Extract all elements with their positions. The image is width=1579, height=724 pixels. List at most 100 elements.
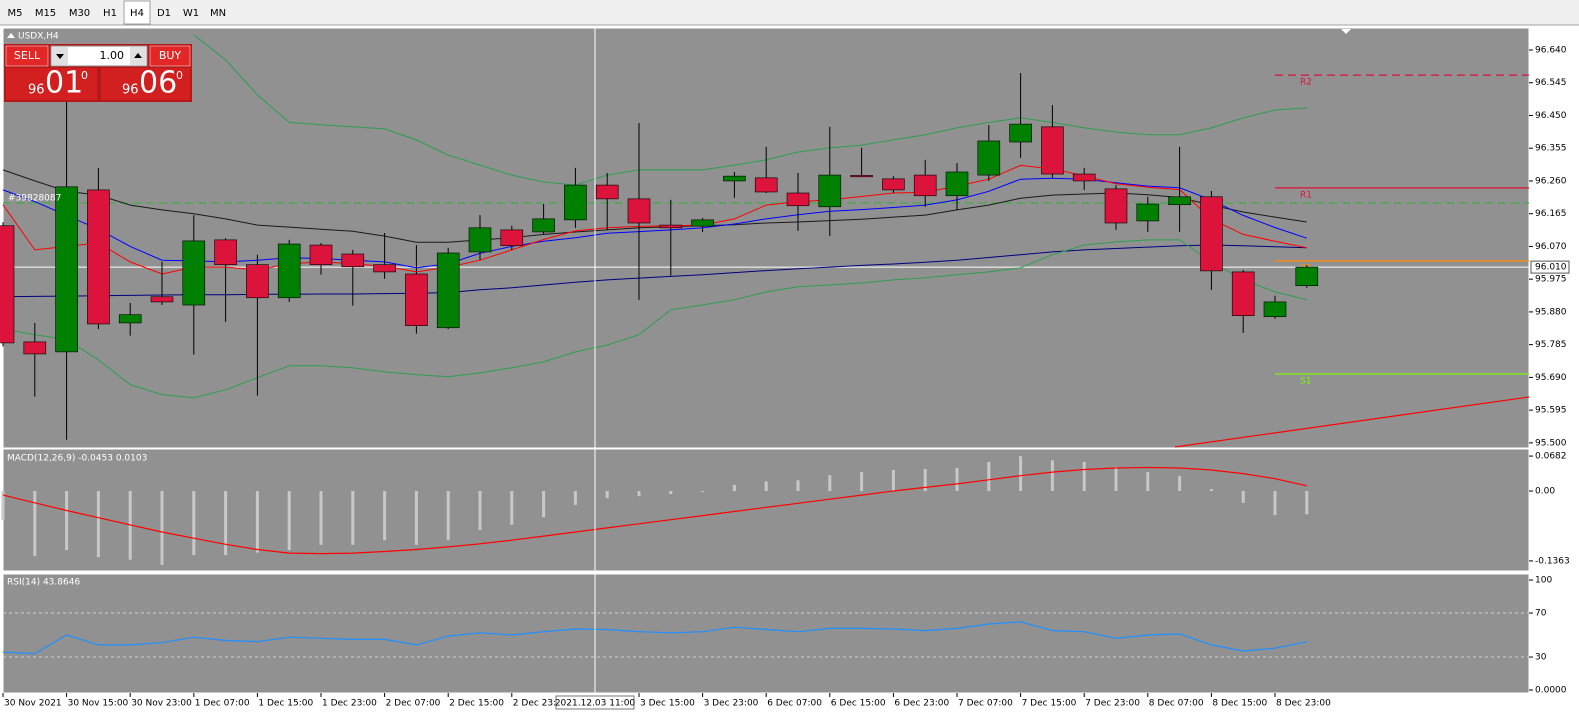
shift-marker (1341, 29, 1351, 34)
macd-bar (1082, 461, 1086, 492)
x-tick-label: 2 Dec 15:00 (449, 699, 504, 709)
lot-value: 1.00 (100, 49, 125, 62)
timeframe-button[interactable] (29, 1, 62, 24)
y-tick-label: 96.450 (1535, 111, 1567, 121)
candle-body (1104, 188, 1128, 224)
lot-input[interactable] (50, 45, 148, 67)
candle-body (754, 177, 778, 193)
x-tick-label: 30 Nov 15:00 (68, 699, 129, 709)
x-tick-label: 7 Dec 07:00 (958, 699, 1013, 709)
x-tick-label: 30 Nov 23:00 (131, 699, 192, 709)
macd-bar (478, 491, 482, 530)
ask-pips: 06 (139, 66, 177, 101)
y-tick-label: 96.070 (1535, 242, 1567, 252)
timeframe-button[interactable] (123, 0, 151, 25)
x-tick-label: 8 Dec 15:00 (1212, 699, 1267, 709)
timeframe-button[interactable] (178, 1, 204, 24)
y-tick-label: 96.545 (1535, 78, 1567, 88)
indicator-line (193, 34, 1307, 186)
crosshair-time: 2021.12.03 11:00 (555, 699, 636, 709)
x-tick-label: 7 Dec 15:00 (1022, 699, 1077, 709)
macd-bar (764, 481, 768, 492)
y-tick-label: 96.165 (1535, 209, 1567, 219)
pivot-label: R2 (1300, 78, 1312, 88)
y-tick-label: 95.880 (1535, 307, 1567, 317)
candle-body (818, 174, 842, 208)
candle-body (977, 140, 1001, 176)
candle-body (23, 341, 47, 355)
macd-bar (351, 491, 355, 545)
candle-body (1231, 271, 1255, 316)
x-tick-label: 1 Dec 15:00 (258, 699, 313, 709)
candle-body (659, 224, 683, 229)
macd-bar (1178, 476, 1182, 492)
candle-body (246, 264, 269, 299)
y-tick-label: 95.690 (1535, 373, 1567, 383)
macd-bar (1114, 466, 1118, 492)
macd-bar (224, 491, 228, 556)
macd-bar (287, 491, 291, 550)
signal-line (2, 466, 1307, 555)
macd-bar (796, 480, 800, 492)
y-tick-label: 95.595 (1535, 406, 1567, 416)
candle-body (723, 175, 746, 182)
current-price-label: 96.010 (1535, 263, 1567, 273)
timeframe-button[interactable] (97, 1, 123, 24)
macd-title: MACD(12,26,9) -0.0453 0.0103 (7, 454, 147, 464)
candle-body (277, 243, 301, 299)
y-tick-label: 95.785 (1535, 340, 1567, 350)
y-tick-label: 70 (1535, 609, 1547, 619)
candle-body (1041, 126, 1064, 175)
crosshair-time-box (555, 695, 635, 710)
plot-layer: 96.640 96.545 96.450 96.355 96.260 96.165 96.0… (0, 34, 1570, 709)
macd-bar (828, 475, 832, 492)
collapse-icon (7, 33, 15, 38)
candle-body (564, 184, 587, 221)
candle-body (436, 252, 460, 329)
x-tick-label: 1 Dec 23:00 (322, 699, 377, 709)
timeframe-label: MN (210, 8, 226, 19)
timeframe-button[interactable] (205, 1, 231, 24)
current-price-box (1530, 260, 1570, 274)
macd-pane (3, 449, 1529, 571)
y-tick-label: 96.640 (1535, 45, 1567, 55)
candle-body (118, 314, 142, 324)
timeframe-button[interactable] (2, 1, 28, 24)
macd-bar (987, 461, 991, 492)
candle-body (55, 186, 78, 353)
indicator-line (2, 239, 1307, 399)
lot-up-icon (134, 53, 142, 58)
timeframe-label: D1 (157, 8, 171, 19)
timeframe-button[interactable] (151, 1, 177, 24)
macd-bar (1019, 456, 1023, 492)
y-tick-label: 0.0682 (1535, 452, 1567, 462)
candle-body (1072, 173, 1096, 182)
macd-bar (605, 491, 609, 499)
timeframe-label: M5 (8, 8, 23, 19)
macd-bar (96, 491, 100, 558)
sell-button[interactable] (5, 45, 49, 67)
timeframe-bar: M5 M15 M30 H1 H4 D1 W1 MN (2, 0, 231, 25)
candle-body (1263, 301, 1287, 318)
x-tick-label: 30 Nov 2021 (4, 699, 62, 709)
macd-bar (860, 472, 864, 492)
macd-bar (1209, 488, 1213, 492)
x-tick-label: 8 Dec 23:00 (1276, 699, 1331, 709)
candle-body (532, 218, 555, 233)
bid-sup: 0 (81, 69, 88, 82)
y-tick-label: 0.00 (1535, 487, 1555, 497)
bid-box (6, 68, 97, 100)
macd-bar (414, 491, 418, 545)
x-tick-label: 1 Dec 07:00 (195, 699, 250, 709)
candle-body (87, 189, 110, 325)
macd-bar (1050, 460, 1054, 492)
timeframe-button[interactable] (63, 1, 96, 24)
pivot-label: R1 (1300, 190, 1312, 200)
buy-button[interactable] (149, 45, 191, 67)
candle-body (214, 239, 237, 265)
x-tick-label: 6 Dec 07:00 (767, 699, 822, 709)
candle-body (945, 171, 969, 197)
candle-body (1009, 123, 1032, 143)
macd-bar (33, 491, 37, 557)
